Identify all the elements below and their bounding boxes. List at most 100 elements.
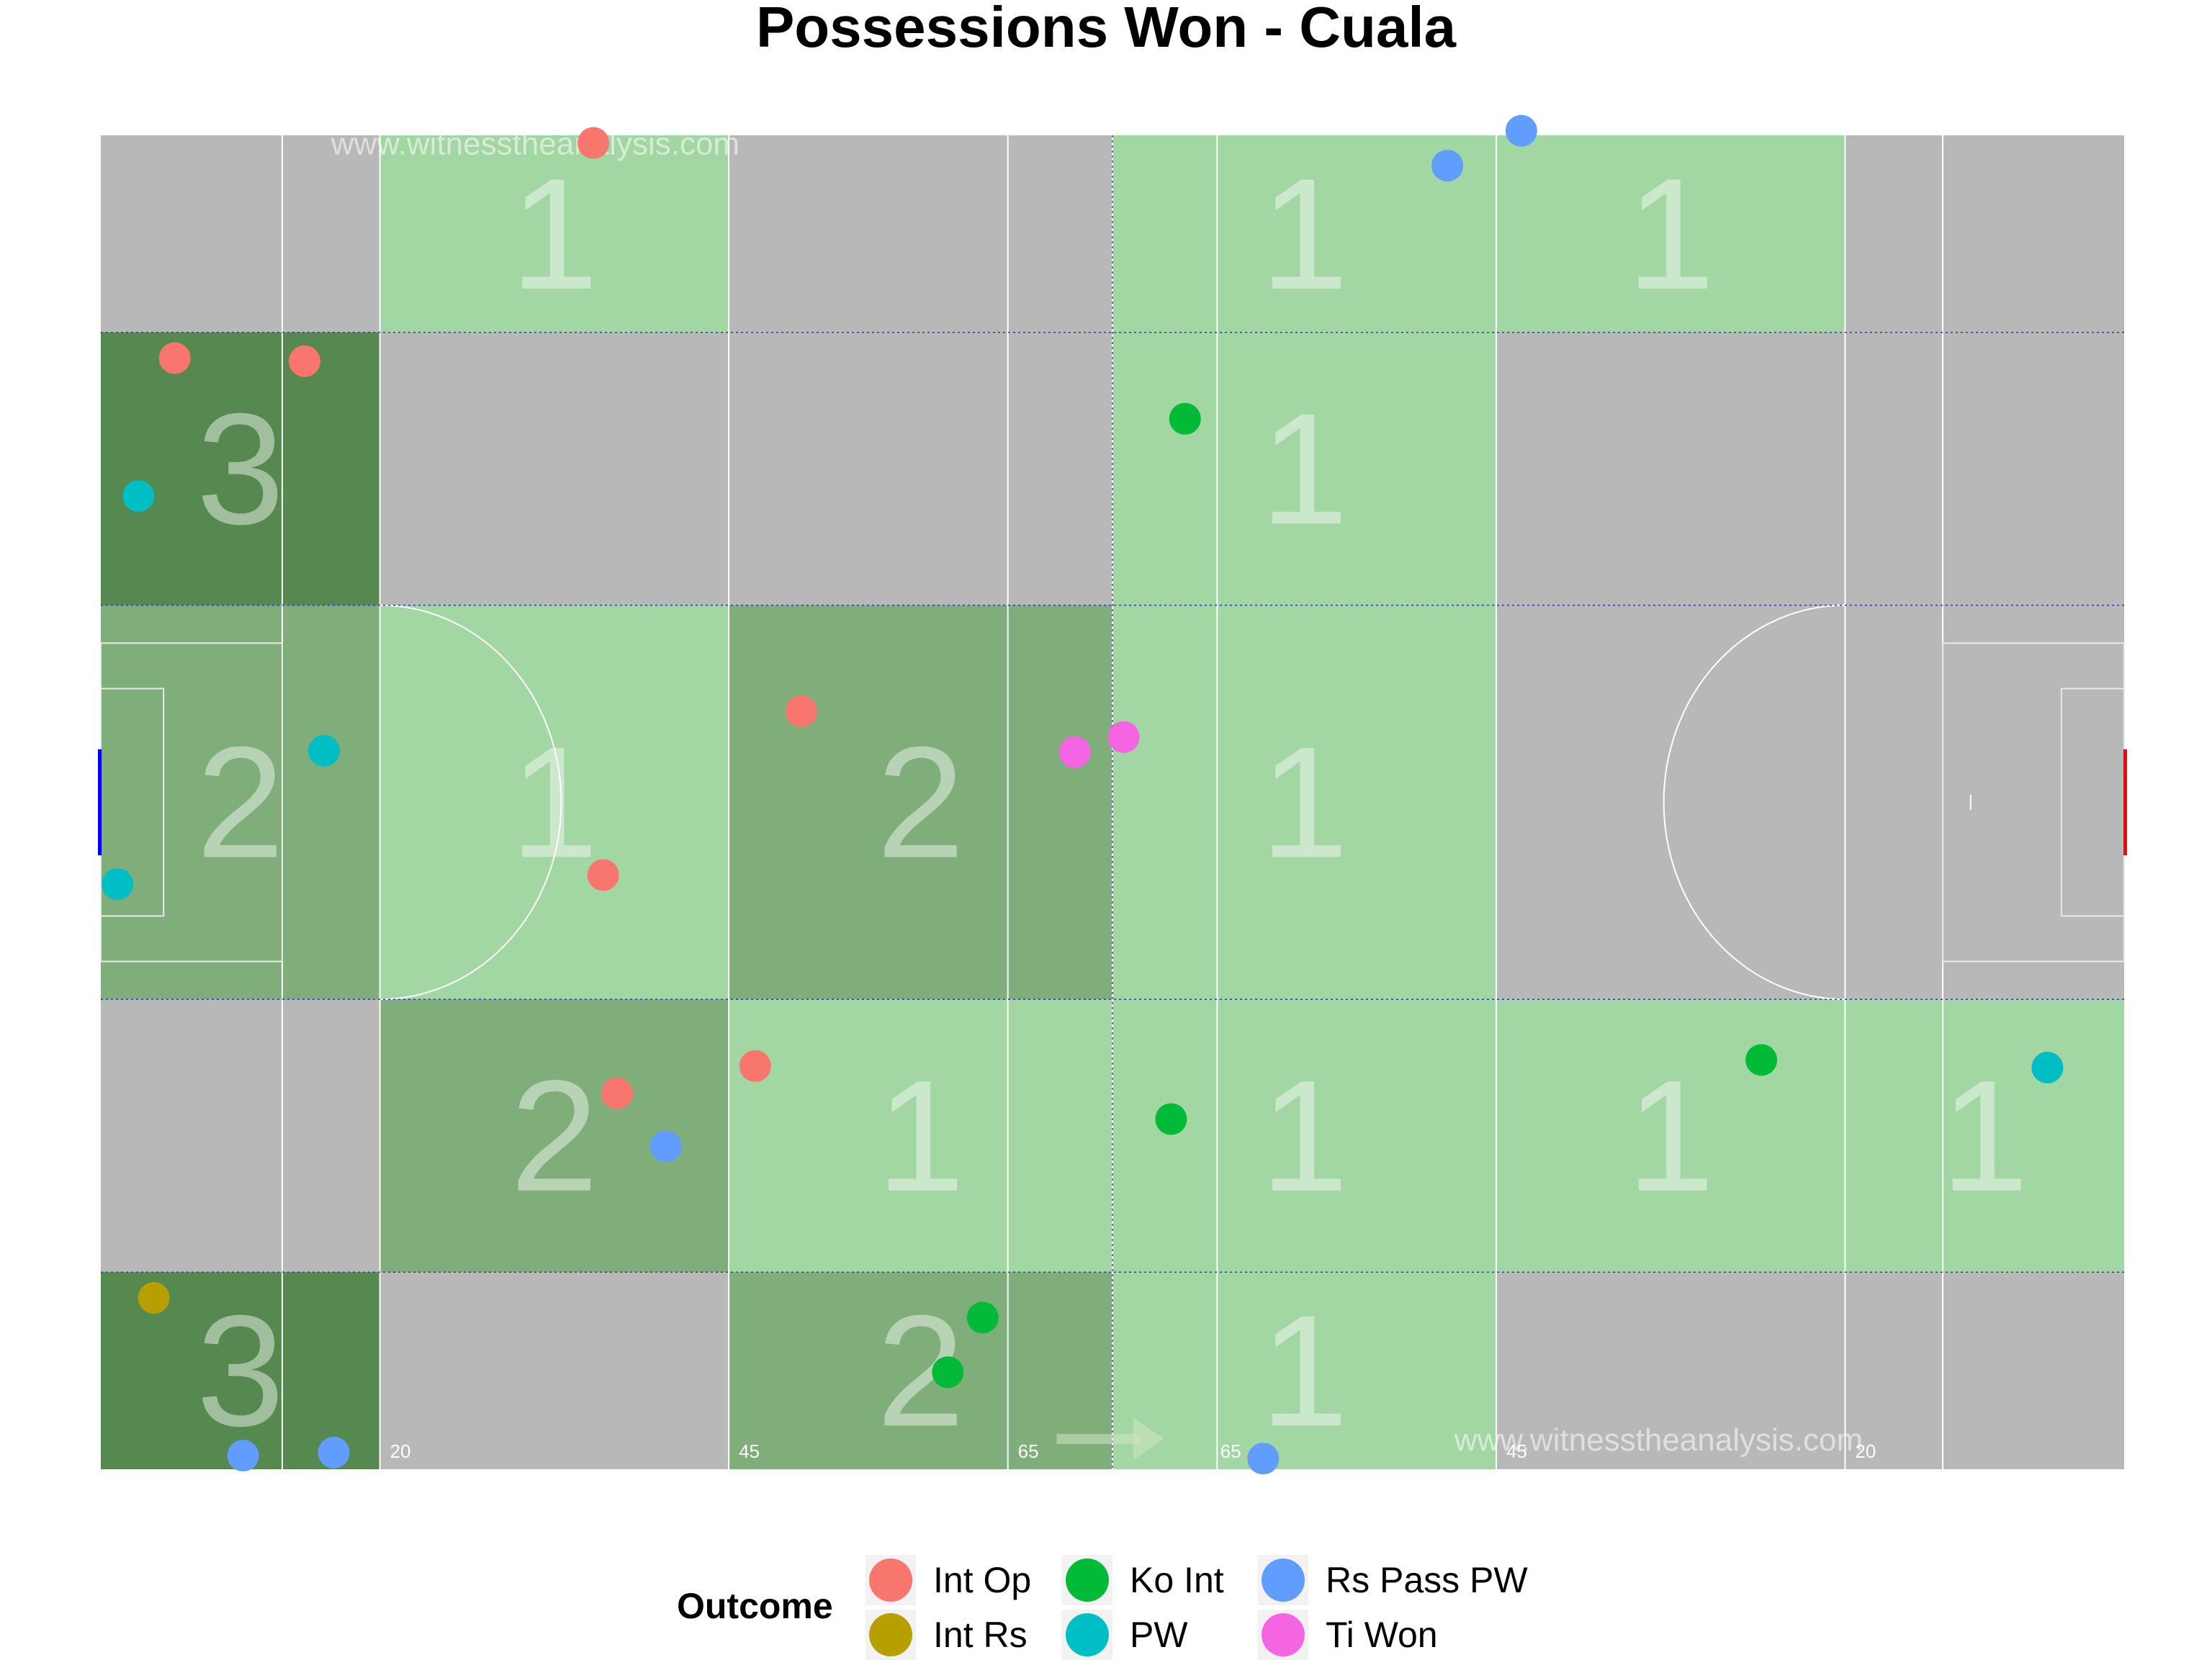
zone-count-20: 2: [511, 1047, 598, 1224]
legend-label: Rs Pass PW: [1326, 1560, 1528, 1600]
legend-label: Int Rs: [933, 1615, 1028, 1655]
legend-swatch: [1262, 1613, 1305, 1656]
right-goal: [2123, 749, 2127, 856]
zone-count-7: 3: [197, 380, 284, 557]
points-layer: [102, 114, 2064, 1475]
point-ti-won: [1107, 721, 1140, 753]
zone-count-28: 1: [1260, 1282, 1348, 1459]
zone-count-15: 2: [876, 714, 964, 891]
legend-swatch: [869, 1558, 912, 1602]
zone-10: [1112, 332, 1496, 605]
point-rs-pass-pw: [1505, 114, 1537, 147]
legend-label: Ko Int: [1130, 1560, 1224, 1600]
legend-title: Outcome: [677, 1586, 833, 1626]
legend-key: [1062, 1610, 1112, 1660]
zone-count-13: 2: [197, 714, 284, 891]
point-ko-int: [1169, 402, 1201, 435]
distance-label: 65: [1220, 1440, 1241, 1462]
watermark-top: www.witnesstheanalysis.com: [331, 127, 739, 162]
legend-swatch: [1066, 1558, 1109, 1602]
legend-swatch: [1262, 1558, 1305, 1602]
point-int-op: [739, 1050, 771, 1082]
distance-label: 45: [739, 1440, 760, 1462]
zone-count-layer: 1 1 13 12 1 2 12 1 1 1 13 2 1: [197, 145, 2029, 1459]
legend-key: [1062, 1555, 1112, 1605]
zone-count-21: 1: [876, 1047, 964, 1224]
zone-23: [1496, 999, 1845, 1273]
point-rs-pass-pw: [1247, 1443, 1280, 1475]
zone-15: [729, 605, 1112, 1000]
point-int-op: [785, 695, 817, 728]
zone-27: [729, 1272, 1112, 1469]
point-ko-int: [966, 1302, 999, 1334]
zone-21: [729, 999, 1112, 1273]
zone-28: [1112, 1272, 1496, 1469]
point-pw: [2031, 1051, 2064, 1083]
point-ti-won: [1058, 736, 1091, 769]
point-pw: [122, 480, 155, 513]
legend-key: [1258, 1555, 1308, 1605]
legend-label: PW: [1130, 1615, 1188, 1655]
point-ko-int: [932, 1356, 964, 1389]
zone-count-4: 1: [1260, 145, 1348, 322]
watermark-bottom: www.witnesstheanalysis.com: [1454, 1422, 1863, 1458]
point-rs-pass-pw: [318, 1436, 350, 1469]
left-d-arc: [379, 604, 562, 1001]
zone-14: [379, 605, 729, 1000]
legend-swatch: [1066, 1613, 1109, 1656]
point-int-op: [577, 127, 610, 159]
zone-count-14: 1: [511, 714, 598, 891]
point-int-op: [587, 859, 619, 891]
watermark-layer: www.witnesstheanalysis.com www.witnessthe…: [331, 127, 1863, 1458]
point-int-op: [288, 345, 320, 377]
point-pw: [308, 734, 341, 767]
point-ko-int: [1155, 1103, 1187, 1135]
distance-label: 20: [1855, 1440, 1876, 1462]
zone-count-16: 1: [1260, 714, 1348, 891]
legend-swatch: [869, 1613, 912, 1656]
point-int-rs: [138, 1282, 170, 1314]
zone-22: [1112, 999, 1496, 1273]
distance-label: 45: [1506, 1440, 1527, 1462]
legend-key: [1258, 1610, 1308, 1660]
legend-key: [866, 1610, 916, 1660]
zone-13: [101, 605, 380, 1000]
right-d-arc: [1663, 604, 1845, 1001]
point-ko-int: [1745, 1044, 1778, 1076]
zone-count-22: 1: [1260, 1047, 1348, 1224]
point-rs-pass-pw: [227, 1440, 259, 1472]
point-pw: [102, 868, 134, 901]
zone-count-25: 3: [197, 1282, 284, 1459]
chart-title: Possessions Won - Cuala: [755, 0, 1457, 59]
zone-count-2: 1: [511, 145, 598, 322]
zone-count-10: 1: [1260, 380, 1348, 557]
zone-count-5: 1: [1627, 145, 1714, 322]
pitch-markings: [98, 135, 2127, 1469]
left-goal: [98, 749, 102, 856]
point-int-op: [158, 342, 191, 374]
legend-item: Int Rs: [866, 1610, 1028, 1660]
legend-label: Int Op: [933, 1560, 1032, 1600]
zone-24: [1845, 999, 2124, 1273]
zone-2: [379, 135, 729, 333]
zone-16: [1112, 605, 1496, 1000]
point-int-op: [601, 1077, 634, 1109]
point-rs-pass-pw: [1431, 150, 1464, 182]
attack-direction-arrowhead: [1133, 1417, 1164, 1461]
legend-item: Rs Pass PW: [1258, 1555, 1528, 1605]
distance-label-layer: 20 45 65 65 45 20: [390, 1440, 1876, 1462]
distance-label: 20: [390, 1440, 411, 1462]
zone-count-24: 1: [1941, 1047, 2028, 1224]
zone-7: [101, 332, 380, 605]
distance-label: 65: [1018, 1440, 1039, 1462]
legend-item: Int Op: [866, 1555, 1031, 1605]
zone-5: [1496, 135, 1845, 333]
legend-label: Ti Won: [1326, 1615, 1438, 1655]
legend-item: Ti Won: [1258, 1610, 1438, 1660]
legend-item: PW: [1062, 1610, 1188, 1660]
legend-key: [866, 1555, 916, 1605]
zone-count-23: 1: [1627, 1047, 1714, 1224]
legend-item: Ko Int: [1062, 1555, 1224, 1605]
point-rs-pass-pw: [649, 1130, 682, 1163]
